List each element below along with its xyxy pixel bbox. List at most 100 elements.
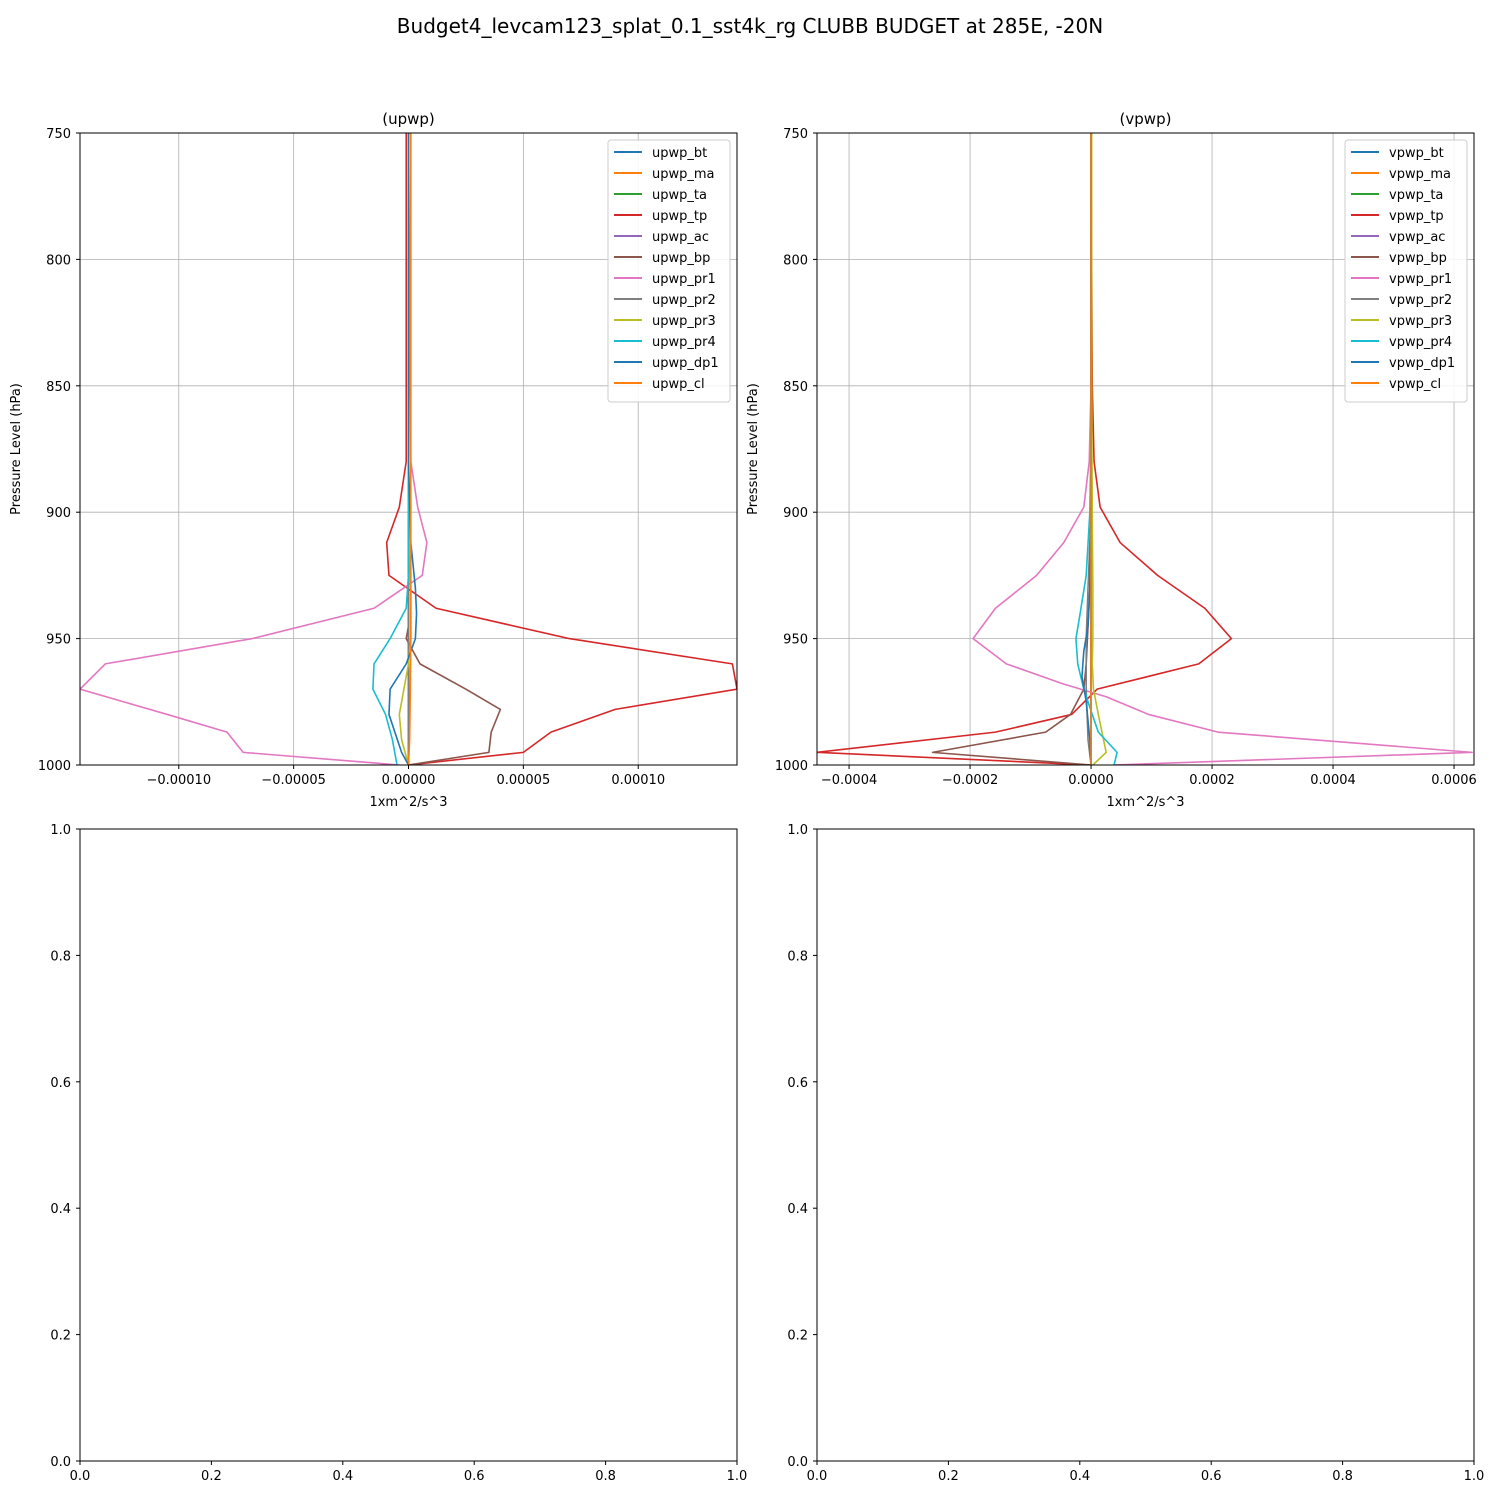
axes-frame [79, 828, 738, 1462]
legend-label-upwp_ma: upwp_ma [652, 167, 715, 182]
panel-1: −0.00010 −0.00005 0.00000 0.00005 0.00010 750… [9, 110, 738, 810]
x-tick-label: 0.2 [201, 1469, 222, 1484]
legend-label-upwp_cl: upwp_cl [652, 377, 705, 392]
series-line-upwp_pr1 [80, 133, 428, 765]
y-tick-label: 0.0 [787, 1455, 808, 1470]
y-tick-label: 0.6 [50, 1076, 71, 1091]
y-axis-label: Pressure Level (hPa) [9, 383, 24, 515]
x-tick-label: 0.6 [464, 1469, 485, 1484]
y-tick-label: 850 [46, 380, 71, 395]
series-line-vpwp_tp [817, 133, 1233, 765]
legend-label-upwp_pr1: upwp_pr1 [652, 272, 716, 287]
legend-label-vpwp_pr1: vpwp_pr1 [1389, 272, 1452, 287]
y-tick-label: 0.2 [787, 1329, 808, 1344]
legend-label-vpwp_bt: vpwp_bt [1389, 146, 1444, 161]
y-tick-label: 950 [46, 633, 71, 648]
series-line-vpwp_pr3 [1090, 133, 1107, 765]
y-tick-label: 1.0 [787, 823, 808, 838]
y-tick-label: 1000 [775, 759, 808, 774]
y-tick-label: 0.8 [787, 949, 808, 964]
series-line-upwp_tp [385, 133, 737, 765]
panel-4: 0.0 0.2 0.4 0.6 0.8 1.0 0.0 0.2 0.4 0.6 0.8 1.0 [787, 823, 1484, 1484]
legend-label-vpwp_pr4: vpwp_pr4 [1389, 335, 1452, 350]
legend-label-vpwp_pr3: vpwp_pr3 [1389, 314, 1452, 329]
x-tick-label: 0.0002 [1189, 773, 1235, 788]
panel-3: 0.0 0.2 0.4 0.6 0.8 1.0 0.0 0.2 0.4 0.6 0.8 1.0 [50, 823, 747, 1484]
y-tick-label: 0.8 [50, 949, 71, 964]
y-tick-label: 900 [46, 506, 71, 521]
series-line-upwp_pr4 [372, 133, 410, 765]
legend-label-upwp_ta: upwp_ta [652, 188, 707, 203]
x-tick-label: −0.00010 [146, 773, 211, 788]
x-tick-label: 0.8 [595, 1469, 616, 1484]
legend-label-upwp_dp1: upwp_dp1 [652, 356, 719, 371]
series-line-vpwp_bp [931, 133, 1092, 765]
series-line-upwp_dp1 [388, 133, 418, 765]
y-tick-label: 800 [46, 253, 71, 268]
legend-label-vpwp_ta: vpwp_ta [1389, 188, 1443, 203]
x-tick-label: −0.0004 [821, 773, 877, 788]
y-tick-label: 1.0 [50, 823, 71, 838]
panel-title: (vpwp) [1120, 110, 1172, 128]
y-tick-label: 950 [783, 633, 808, 648]
x-tick-label: 0.0000 [1068, 773, 1114, 788]
x-tick-label: 0.0 [70, 1469, 91, 1484]
panel-2: −0.0004 −0.0002 0.0000 0.0002 0.0004 0.0006 75… [746, 110, 1477, 810]
y-axis-label: Pressure Level (hPa) [746, 383, 761, 515]
series-line-vpwp_pr1 [972, 133, 1473, 765]
x-tick-label: 1.0 [727, 1469, 748, 1484]
x-tick-label: 0.0004 [1310, 773, 1356, 788]
legend-label-upwp_ac: upwp_ac [652, 230, 709, 245]
axes-frame [816, 828, 1475, 1462]
y-tick-label: 800 [783, 253, 808, 268]
x-tick-label: 0.0006 [1431, 773, 1477, 788]
series-line-upwp_bp [405, 133, 502, 765]
legend-label-vpwp_pr2: vpwp_pr2 [1389, 293, 1452, 308]
x-tick-label: 0.6 [1201, 1469, 1222, 1484]
legend-label-vpwp_ma: vpwp_ma [1389, 167, 1451, 182]
x-tick-label: 1.0 [1464, 1469, 1485, 1484]
legend-label-upwp_pr4: upwp_pr4 [652, 335, 716, 350]
legend-label-upwp_pr2: upwp_pr2 [652, 293, 716, 308]
x-tick-label: 0.4 [1069, 1469, 1090, 1484]
x-axis-label: 1xm^2/s^3 [1106, 795, 1184, 810]
legend-label-vpwp_cl: vpwp_cl [1389, 377, 1441, 392]
legend-label-upwp_bp: upwp_bp [652, 251, 710, 266]
legend: upwp_bt upwp_ma upwp_ta upwp_tp upwp_ac upwp_… [607, 139, 731, 403]
y-tick-label: 0.0 [50, 1455, 71, 1470]
y-tick-label: 900 [783, 506, 808, 521]
legend-label-upwp_bt: upwp_bt [652, 146, 707, 161]
y-tick-label: 750 [783, 127, 808, 142]
x-axis-label: 1xm^2/s^3 [369, 795, 447, 810]
y-tick-label: 0.4 [787, 1202, 808, 1217]
y-tick-label: 0.6 [787, 1076, 808, 1091]
y-tick-label: 0.4 [50, 1202, 71, 1217]
legend-label-upwp_tp: upwp_tp [652, 209, 707, 224]
series-group [80, 133, 737, 765]
panel-title: (upwp) [382, 110, 435, 128]
x-tick-label: 0.2 [938, 1469, 959, 1484]
x-tick-label: 0.00000 [382, 773, 436, 788]
y-tick-label: 1000 [38, 759, 71, 774]
legend-label-vpwp_tp: vpwp_tp [1389, 209, 1444, 224]
series-group [817, 133, 1473, 765]
legend: vpwp_bt vpwp_ma vpwp_ta vpwp_tp vpwp_ac vpwp_… [1344, 139, 1468, 403]
x-tick-label: 0.4 [332, 1469, 353, 1484]
legend-label-vpwp_dp1: vpwp_dp1 [1389, 356, 1455, 371]
legend-box [607, 139, 731, 403]
figure-title: Budget4_levcam123_splat_0.1_sst4k_rg CLU… [396, 14, 1104, 38]
y-tick-label: 0.2 [50, 1329, 71, 1344]
legend-box [1344, 139, 1468, 403]
x-tick-label: 0.00010 [611, 773, 665, 788]
x-tick-label: 0.0 [807, 1469, 828, 1484]
y-tick-label: 850 [783, 380, 808, 395]
x-tick-label: 0.00005 [496, 773, 550, 788]
series-line-vpwp_pr4 [1075, 133, 1118, 765]
x-tick-label: −0.00005 [261, 773, 326, 788]
x-tick-label: 0.8 [1332, 1469, 1353, 1484]
y-tick-label: 750 [46, 127, 71, 142]
axes-frame [816, 132, 1475, 766]
legend-label-upwp_pr3: upwp_pr3 [652, 314, 716, 329]
legend-label-vpwp_bp: vpwp_bp [1389, 251, 1447, 266]
